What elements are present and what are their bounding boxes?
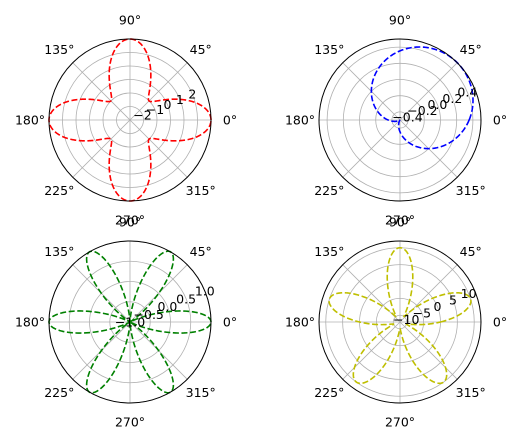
theta-tick-label: 135° <box>314 244 344 259</box>
theta-tick-label: 135° <box>44 244 74 259</box>
theta-tick-label: 45° <box>190 244 212 259</box>
theta-tick-label: 315° <box>186 183 216 198</box>
theta-tick-label: 90° <box>119 215 141 230</box>
polar-spine <box>318 240 482 404</box>
theta-tick-label: 90° <box>389 215 411 230</box>
polar-axes-2: 0°45°90°135°180°225°270°315°−0.4−0.20.00… <box>285 13 507 228</box>
theta-gridline-45 <box>129 264 188 323</box>
r-tick-label: −10 <box>393 312 419 327</box>
r-tick-label: −1 <box>146 102 164 117</box>
r-tick-label: −1.0 <box>115 315 145 330</box>
theta-tick-label: 45° <box>460 42 482 57</box>
r-tick-label: 0.0 <box>157 299 177 314</box>
series-curve <box>328 246 472 385</box>
polar-spine <box>318 38 482 202</box>
r-tick-label: 0.4 <box>457 85 477 100</box>
theta-tick-label: 0° <box>493 113 507 128</box>
theta-tick-label: 225° <box>314 183 344 198</box>
r-tick-label: −2 <box>133 107 151 122</box>
theta-gridline-45 <box>399 62 458 121</box>
theta-tick-label: 0° <box>493 315 507 330</box>
r-tick-label: −0.4 <box>392 109 422 124</box>
theta-tick-label: 180° <box>285 315 315 330</box>
theta-tick-label: 270° <box>385 415 415 430</box>
r-tick-label: 1.0 <box>195 284 215 299</box>
theta-gridline-315 <box>129 119 188 178</box>
theta-tick-label: 0° <box>223 113 237 128</box>
theta-tick-label: 270° <box>115 415 145 430</box>
polar-spine <box>48 240 212 404</box>
r-tick-label: 0 <box>433 299 441 314</box>
theta-tick-label: 180° <box>15 113 45 128</box>
theta-gridline-45 <box>129 62 188 121</box>
theta-gridline-225 <box>342 321 401 380</box>
r-tick-label: 0.5 <box>176 291 196 306</box>
theta-gridline-225 <box>342 119 401 178</box>
series-curve <box>370 46 474 150</box>
polar-axes-1: 0° 45° 90° 135° 180° 225° 270° 315° −2−1 0 1 2 <box>15 13 237 228</box>
theta-tick-label: 315° <box>456 385 486 400</box>
r-tick-label: 10 <box>461 286 477 301</box>
theta-gridline-315 <box>399 321 458 380</box>
r-tick-label: −0.2 <box>407 103 437 118</box>
theta-tick-label: 135° <box>44 42 74 57</box>
polar-spine <box>48 38 212 202</box>
theta-tick-label: 180° <box>15 315 45 330</box>
theta-tick-label: 0° <box>223 315 237 330</box>
theta-tick-label: 225° <box>44 183 74 198</box>
theta-gridline-135 <box>72 62 131 121</box>
r-tick-label: 5 <box>449 293 457 308</box>
r-tick-label: 0 <box>163 97 171 112</box>
theta-gridline-225 <box>72 119 131 178</box>
theta-gridline-45 <box>399 264 458 323</box>
r-tick-label: 1 <box>176 92 184 107</box>
r-tick-label: −5 <box>413 305 431 320</box>
theta-tick-label: 180° <box>285 113 315 128</box>
theta-tick-label: 225° <box>314 385 344 400</box>
theta-tick-label: 270° <box>115 213 145 228</box>
theta-tick-label: 45° <box>190 42 212 57</box>
theta-tick-label: 315° <box>456 183 486 198</box>
polar-axes-4: 0° 45° 90° 135° 180° 225° 270° 315° −10−5 0 5 10 <box>285 215 507 430</box>
theta-tick-label: 90° <box>119 13 141 28</box>
theta-tick-label: 45° <box>460 244 482 259</box>
theta-tick-label: 135° <box>314 42 344 57</box>
r-tick-label: 0.0 <box>427 97 447 112</box>
theta-tick-label: 225° <box>44 385 74 400</box>
theta-tick-label: 315° <box>186 385 216 400</box>
theta-gridline-135 <box>342 264 401 323</box>
r-tick-label: 0.2 <box>442 91 462 106</box>
r-tick-label: −0.5 <box>134 307 164 322</box>
theta-tick-label: 90° <box>389 13 411 28</box>
r-tick-label: 2 <box>188 87 196 102</box>
polar-axes-3: 0° 45° 90° 135° 180° 225° 270° 315° −1.0−0.50.00… <box>15 215 237 430</box>
theta-tick-label: 270° <box>385 213 415 228</box>
